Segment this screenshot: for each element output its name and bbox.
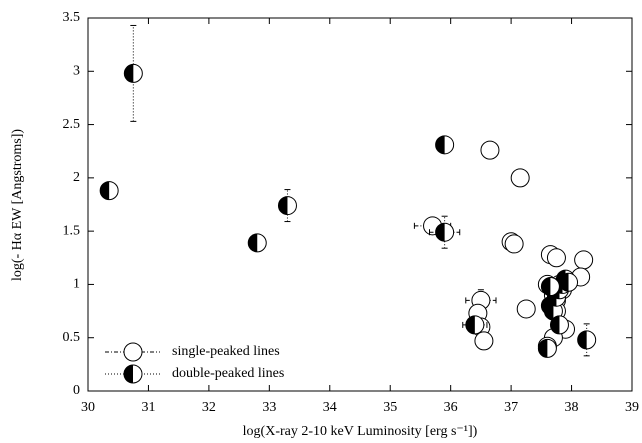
y-tick-label: 0	[73, 383, 80, 398]
y-tick-label: 1.5	[63, 223, 81, 238]
x-tick-label: 30	[81, 400, 95, 415]
marker-fill	[124, 64, 134, 83]
point	[516, 299, 536, 319]
point	[435, 135, 455, 155]
point	[549, 315, 569, 335]
marker-fill	[435, 135, 445, 154]
y-tick-label: 3	[73, 64, 80, 79]
marker-fill	[100, 181, 110, 200]
marker-fill	[248, 233, 258, 252]
marker-outline	[474, 331, 494, 351]
marker-outline	[516, 299, 536, 319]
point	[510, 168, 530, 188]
point	[540, 277, 560, 297]
point	[559, 272, 579, 292]
legend-marker	[123, 364, 143, 384]
legend-marker	[123, 342, 143, 362]
marker-fill	[278, 196, 288, 215]
marker-outline	[510, 168, 530, 188]
y-axis-label: log(- Hα EW [Angstroms])	[10, 129, 25, 281]
marker-fill	[544, 302, 554, 321]
marker-outline	[480, 140, 500, 160]
x-tick-label: 37	[504, 400, 518, 415]
x-tick-label: 38	[565, 400, 579, 415]
x-tick-label: 33	[262, 400, 276, 415]
y-tick-label: 2.5	[63, 117, 81, 132]
x-tick-label: 39	[625, 400, 639, 415]
x-tick-label: 32	[202, 400, 216, 415]
y-tick-label: 1	[73, 277, 80, 292]
x-tick-label: 34	[323, 400, 337, 415]
marker-fill	[577, 330, 587, 349]
y-tick-label: 3.5	[63, 10, 81, 25]
point	[504, 234, 524, 254]
x-axis-label: log(X-ray 2-10 keV Luminosity [erg s⁻¹])	[243, 424, 478, 439]
marker-outline	[546, 248, 566, 268]
legend-label: double-peaked lines	[172, 366, 284, 381]
y-tick-label: 2	[73, 170, 80, 185]
x-tick-label: 35	[383, 400, 397, 415]
point	[123, 63, 143, 83]
marker-outline	[504, 234, 524, 254]
plot-frame	[87, 17, 633, 392]
point	[480, 140, 500, 160]
marker-fill	[538, 339, 548, 358]
marker-fill	[435, 223, 445, 242]
x-tick-label: 36	[444, 400, 458, 415]
marker-fill	[541, 277, 551, 296]
point	[465, 315, 485, 335]
legend-label: single-peaked lines	[172, 344, 280, 359]
marker-outline	[574, 250, 594, 270]
marker-outline	[123, 342, 143, 362]
point	[577, 330, 597, 350]
point	[546, 248, 566, 268]
point	[474, 331, 494, 351]
marker-fill	[124, 365, 133, 383]
point	[247, 233, 267, 253]
point	[435, 222, 455, 242]
point	[574, 250, 594, 270]
y-tick-label: 0.5	[63, 330, 81, 345]
point	[277, 196, 297, 216]
point	[537, 338, 557, 358]
marker-fill	[550, 315, 560, 334]
marker-fill	[465, 315, 475, 334]
x-tick-label: 31	[141, 400, 155, 415]
marker-fill	[559, 273, 569, 292]
point	[99, 181, 119, 201]
